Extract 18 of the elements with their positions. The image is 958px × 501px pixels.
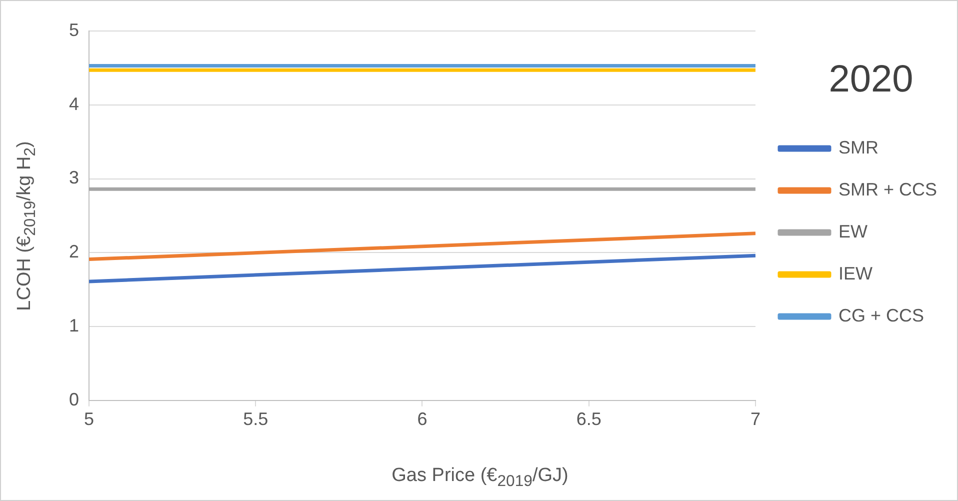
legend-label: SMR (838, 137, 878, 158)
text: 2020 (828, 58, 914, 100)
legend-label: EW (838, 221, 868, 242)
legend-label: CG + CCS (838, 305, 924, 326)
x-tick-label: 6 (417, 409, 428, 430)
y-tick-label: 5 (68, 20, 80, 40)
legend-label: IEW (838, 263, 872, 284)
x-tick-label: 5 (84, 409, 94, 430)
y-tick-label: 0 (68, 389, 80, 410)
y-tick-label: 2 (68, 242, 80, 262)
x-tick-label: 7 (750, 409, 760, 430)
y-tick-label: 1 (68, 315, 80, 336)
y-tick-label: 3 (68, 168, 80, 188)
legend-label: SMR + CCS (838, 179, 938, 200)
x-axis-title: Gas Price (€$_{2019}$/GJ) (390, 465, 570, 491)
y-tick-label: 4 (68, 94, 80, 114)
x-tick-label: 5.5 (243, 409, 268, 430)
x-tick-label: 6.5 (576, 409, 602, 430)
